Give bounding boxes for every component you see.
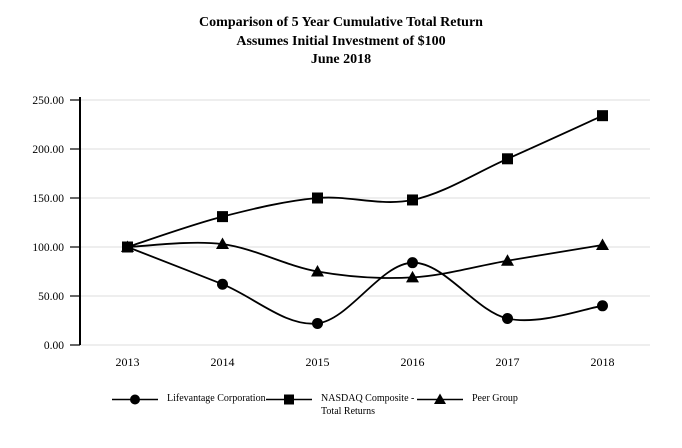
chart-title: Comparison of 5 Year Cumulative Total Re…	[0, 14, 682, 70]
data-point-lifevantage-corporation	[217, 278, 228, 290]
series-line-peer-group	[127, 241, 603, 279]
legend-square-glyph	[284, 394, 294, 405]
x-axis-label: 2015	[306, 355, 330, 369]
data-point-nasdaq-composite-total-returns	[502, 153, 513, 165]
y-axis-label: 0.00	[44, 340, 64, 352]
y-axis-label: 200.00	[32, 144, 64, 156]
y-axis-label: 150.00	[32, 193, 64, 205]
data-point-nasdaq-composite-total-returns	[407, 194, 418, 206]
legend-label-lifevantage-corporation: Lifevantage Corporation	[167, 393, 266, 404]
data-point-lifevantage-corporation	[312, 317, 323, 329]
data-point-peer-group	[311, 265, 324, 277]
legend-marker-square-icon	[266, 394, 312, 405]
x-axis-label: 2013	[116, 355, 140, 369]
x-axis-label: 2016	[401, 355, 425, 369]
data-point-nasdaq-composite-total-returns	[217, 211, 228, 223]
plot-area: 0.00 50.00 100.00 150.00 200.00 250.00 2013 201…	[32, 95, 650, 369]
legend-item-nasdaq-composite-total-returns: NASDAQ Composite - Total Returns	[266, 392, 414, 418]
legend-triangle-glyph	[434, 393, 446, 404]
data-point-nasdaq-composite-total-returns	[122, 241, 133, 253]
y-axis-label: 250.00	[32, 95, 64, 107]
y-axis-label: 50.00	[38, 291, 64, 303]
legend-item-lifevantage-corporation: Lifevantage Corporation	[112, 392, 266, 407]
data-point-peer-group	[501, 254, 514, 266]
legend-marker-circle-icon	[112, 394, 158, 405]
data-point-nasdaq-composite-total-returns	[597, 110, 608, 122]
x-axis-label: 2014	[211, 355, 235, 369]
y-axis-label: 100.00	[32, 242, 64, 254]
series-line-nasdaq-composite-total-returns	[127, 114, 603, 248]
x-axis-label: 2018	[591, 355, 615, 369]
x-axis-label: 2017	[496, 355, 520, 369]
chart-title-line2: Assumes Initial Investment of $100	[236, 33, 446, 49]
chart-title-line3: June 2018	[310, 52, 372, 67]
data-point-lifevantage-corporation	[407, 257, 418, 269]
data-point-lifevantage-corporation	[502, 313, 513, 325]
data-point-nasdaq-composite-total-returns	[312, 192, 323, 204]
chart-title-line1: Comparison of 5 Year Cumulative Total Re…	[199, 15, 483, 30]
data-point-lifevantage-corporation	[597, 300, 608, 312]
data-point-peer-group	[216, 237, 229, 250]
legend-label-nasdaq-composite-total-returns: NASDAQ Composite - Total Returns	[321, 393, 415, 417]
legend-circle-glyph	[130, 394, 140, 405]
legend-label-peer-group: Peer Group	[472, 393, 518, 404]
series-line-lifevantage-corporation	[127, 246, 603, 325]
data-point-peer-group	[596, 238, 609, 251]
legend-marker-triangle-icon	[417, 393, 463, 404]
data-point-peer-group	[406, 270, 419, 283]
legend-item-peer-group: Peer Group	[417, 392, 518, 407]
chart-legend: Lifevantage Corporation NASDAQ Composite …	[0, 392, 682, 434]
